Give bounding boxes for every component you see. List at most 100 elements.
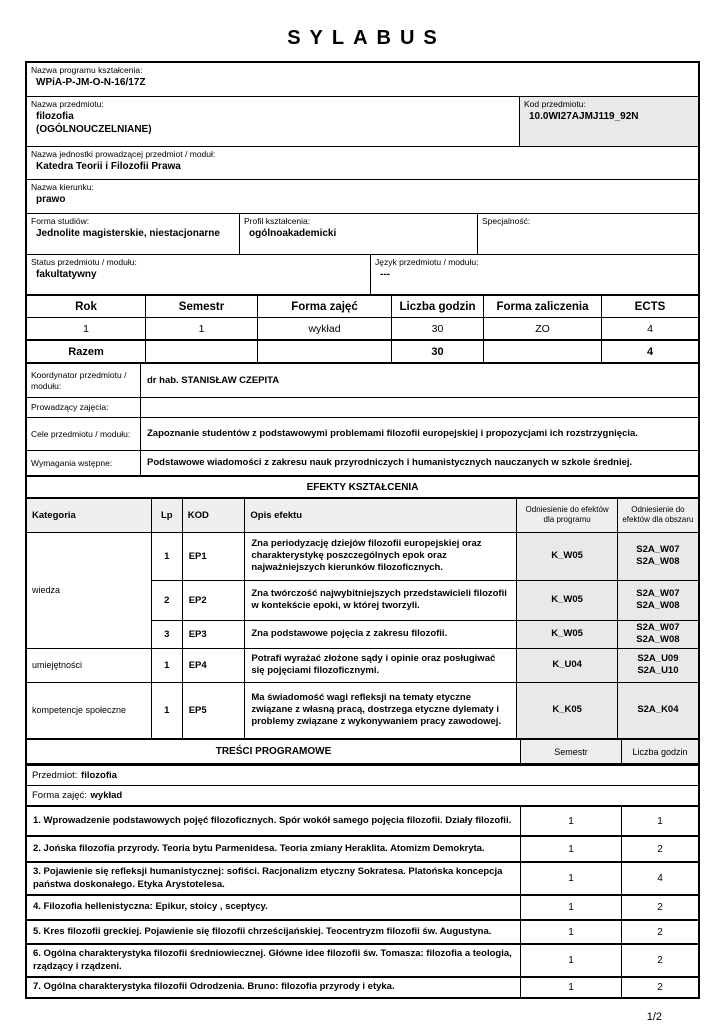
topic-semestr: 1: [520, 863, 621, 894]
field-label: Forma studiów:: [31, 216, 90, 226]
field-value: Zapoznanie studentów z podstawowymi prob…: [140, 418, 698, 450]
cell-kategoria: kompetencje społeczne: [27, 681, 152, 738]
row-nazwa-programu: Nazwa programu kształcenia: WPiA-P-JM-O-…: [27, 63, 698, 96]
cell-opis: Zna podstawowe pojęcia z zakresu filozof…: [244, 619, 518, 649]
topic-semestr: 1: [520, 921, 621, 943]
field-value: ogólnoakademicki: [249, 228, 337, 239]
field-label: Status przedmiotu / modułu:: [31, 257, 137, 267]
przedmiot-value: filozofia: [81, 770, 117, 781]
field-label: Prowadzący zajęcia:: [31, 402, 109, 412]
field-nazwa-przedmiotu: Nazwa przedmiotu: filozofia (OGÓLNOUCZEL…: [27, 97, 519, 146]
cell-opis: Potrafi wyrażać złożone sądy i opinie or…: [244, 647, 518, 683]
topic-semestr: 1: [520, 896, 621, 919]
cell-razem-label: Razem: [68, 345, 104, 358]
cell-lp: 2: [151, 579, 183, 621]
tresci-row-6: 6. Ogólna charakterystyka filozofii śred…: [27, 943, 698, 976]
col-header-opis: Opis efektu: [244, 498, 518, 533]
cell-program: K_W05: [516, 531, 618, 581]
cell-kod: EP2: [181, 579, 246, 621]
tresci-row-5: 5. Kres filozofii greckiej. Pojawienie s…: [27, 919, 698, 943]
tresci-header-row: TREŚCI PROGRAMOWE Semestr Liczba godzin: [27, 738, 698, 765]
cell-kategoria: wiedza: [27, 531, 152, 649]
field-kod-przedmiotu: Kod przedmiotu: 10.0WI27AJMJ119_92N: [519, 97, 698, 146]
rok-table-razem-row: Razem 30 4: [27, 339, 698, 362]
field-specjalnosc: Specjalność:: [477, 214, 698, 254]
field-nazwa-programu: Nazwa programu kształcenia: WPiA-P-JM-O-…: [27, 63, 698, 96]
topic-godziny: 2: [621, 978, 698, 997]
col-header-semestr: Semestr: [145, 296, 257, 317]
cell-opis: Zna periodyzację dziejów filozofii europ…: [244, 531, 518, 581]
row-status: Status przedmiotu / modułu: fakultatywny…: [27, 254, 698, 294]
cell-program: K_W05: [516, 579, 618, 621]
cell-obszar: S2A_K04: [616, 681, 698, 738]
topic-text: 6. Ogólna charakterystyka filozofii śred…: [33, 948, 512, 972]
topic-godziny: 1: [621, 807, 698, 835]
tresci-row-1: 1. Wprowadzenie podstawowych pojęć filoz…: [27, 805, 698, 835]
field-label: Koordynator przedmiotu / modułu:: [31, 369, 127, 391]
efekty-row: kompetencje społeczne 1 EP5 Ma świadomoś…: [27, 681, 698, 738]
przedmiot-label: Przedmiot:: [32, 770, 78, 781]
row-prowadzacy: Prowadzący zajęcia:: [27, 397, 698, 417]
efekty-row: umiejętności 1 EP4 Potrafi wyrażać złożo…: [27, 647, 698, 683]
rok-table-row: 1 1 wykład 30 ZO 4: [27, 317, 698, 339]
field-label: Specjalność:: [482, 216, 531, 226]
row-nazwa-kierunku: Nazwa kierunku: prawo: [27, 179, 698, 213]
field-value-line1: filozofia: [36, 111, 74, 122]
syllabus-table: Nazwa programu kształcenia: WPiA-P-JM-O-…: [25, 61, 700, 999]
row-forma-studiow: Forma studiów: Jednolite magisterskie, n…: [27, 213, 698, 254]
field-status: Status przedmiotu / modułu: fakultatywny: [27, 255, 370, 294]
cell-kod: EP4: [181, 647, 246, 683]
field-label: Nazwa kierunku:: [31, 182, 94, 192]
tresci-row-7: 7. Ogólna charakterystyka filozofii Odro…: [27, 976, 698, 997]
field-value-line2: (OGÓLNOUCZELNIANE): [36, 124, 152, 135]
cell-kod: EP3: [181, 619, 246, 649]
forma-zajec-label: Forma zajęć:: [32, 790, 87, 801]
cell-razem-godziny: 30: [391, 341, 483, 362]
topic-text: 4. Filozofia hellenistyczna: Epikur, sto…: [33, 901, 268, 913]
cell-lp: 1: [150, 531, 183, 581]
efekty-row: 2 EP2 Zna twórczość najwybitniejszych pr…: [27, 579, 698, 621]
cell-program: K_U04: [516, 647, 618, 683]
field-label: Wymagania wstępne:: [31, 457, 113, 468]
cell-razem-forma: [257, 341, 391, 362]
field-value: dr hab. STANISŁAW CZEPITA: [140, 364, 698, 397]
col-header-liczba-godzin: Liczba godzin: [621, 740, 698, 763]
col-header-kategoria: Kategoria: [27, 498, 152, 533]
rok-table-header: Rok Semestr Forma zajęć Liczba godzin Fo…: [27, 294, 698, 317]
row-forma-zajec: Forma zajęć: wykład: [27, 785, 698, 805]
tresci-row-4: 4. Filozofia hellenistyczna: Epikur, sto…: [27, 894, 698, 919]
cell-forma-zaliczenia: ZO: [483, 318, 601, 339]
field-label: Kod przedmiotu:: [524, 99, 586, 109]
cell-lp: 1: [150, 647, 183, 683]
cell-obszar: S2A_W07 S2A_W08: [616, 579, 698, 621]
col-header-semestr: Semestr: [520, 740, 621, 763]
field-value: ---: [380, 269, 390, 280]
cell-program: K_W05: [516, 619, 618, 649]
field-value: Jednolite magisterskie, niestacjonarne: [36, 228, 220, 239]
field-value: Katedra Teorii i Filozofii Prawa: [36, 161, 181, 172]
field-value: Podstawowe wiadomości z zakresu nauk prz…: [140, 451, 698, 475]
field-label: Profil kształcenia:: [244, 216, 311, 226]
topic-text: 2. Jońska filozofia przyrody. Teoria byt…: [33, 842, 485, 854]
topic-godziny: 2: [621, 945, 698, 976]
tresci-section-title: TREŚCI PROGRAMOWE: [215, 746, 332, 757]
topic-text: 3. Pojawienie się refleksji humanistyczn…: [33, 866, 503, 890]
cell-obszar: S2A_W07 S2A_W08: [616, 619, 698, 649]
field-profil: Profil kształcenia: ogólnoakademicki: [239, 214, 477, 254]
cell-semestr: 1: [145, 318, 257, 339]
cell-forma-zajec: wykład: [257, 318, 391, 339]
cell-kategoria: umiejętności: [27, 647, 152, 683]
tresci-row-3: 3. Pojawienie się refleksji humanistyczn…: [27, 861, 698, 894]
col-header-liczba-godzin: Liczba godzin: [391, 296, 483, 317]
topic-semestr: 1: [520, 945, 621, 976]
cell-ects: 4: [601, 318, 698, 339]
cell-opis: Ma świadomość wagi refleksji na tematy e…: [244, 681, 518, 738]
field-label: Cele przedmiotu / modułu:: [31, 428, 131, 439]
col-header-forma-zajec: Forma zajęć: [257, 296, 391, 317]
col-header-forma-zaliczenia: Forma zaliczenia: [483, 296, 601, 317]
col-header-kod: KOD: [181, 498, 246, 533]
tresci-row-2: 2. Jońska filozofia przyrody. Teoria byt…: [27, 835, 698, 861]
cell-opis: Zna twórczość najwybitniejszych przedsta…: [244, 579, 518, 621]
cell-kod: EP1: [181, 531, 246, 581]
topic-text: 5. Kres filozofii greckiej. Pojawienie s…: [33, 925, 492, 937]
